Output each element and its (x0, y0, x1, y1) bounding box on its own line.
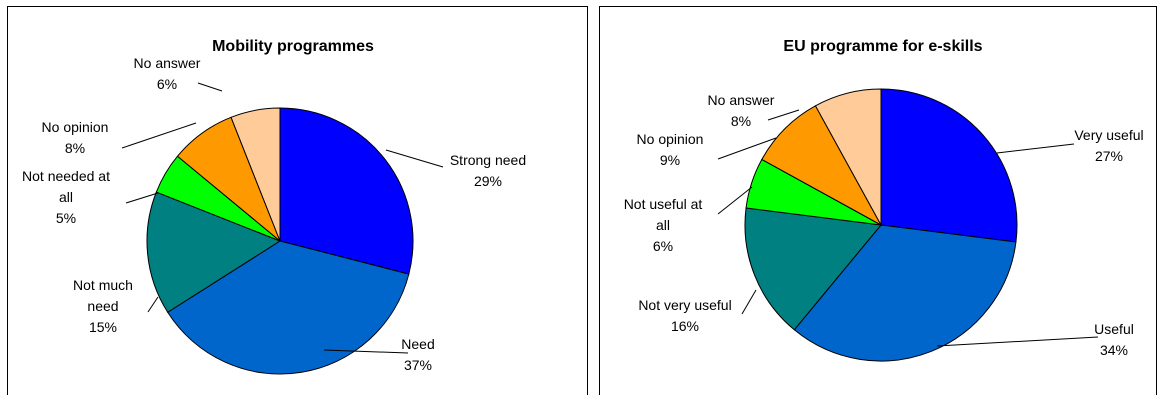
slice-label: No answer 8% (708, 92, 775, 129)
leader-line (741, 289, 757, 315)
leader-line (125, 192, 159, 204)
leader-line (717, 186, 753, 215)
slice-label: Not needed at all 5% (22, 168, 110, 226)
leader-line (996, 143, 1075, 154)
leader-line (147, 296, 159, 313)
leader-line (936, 336, 1099, 347)
pie-slice (279, 107, 414, 275)
pie-slice (880, 88, 1018, 243)
slice-label: No opinion 9% (637, 131, 704, 168)
slice-label: No answer 6% (134, 55, 201, 92)
leader-line (717, 137, 777, 160)
slice-label: Useful 34% (1094, 321, 1134, 358)
pie-slice (230, 107, 281, 242)
leader-line (385, 149, 444, 168)
leader-line (767, 109, 800, 121)
pie-slice (814, 88, 882, 226)
pie-chart-mobility: Mobility programmes Strong need 29% Need 37… (22, 38, 526, 375)
chart-panel-e-skills: EU programme for e-skills Very useful 27%… (599, 6, 1157, 395)
slice-label: No opinion 8% (42, 119, 109, 156)
slice-label: Not useful at all 6% (624, 196, 703, 254)
slice-label: Need 37% (401, 336, 434, 373)
pie-slice (744, 207, 882, 331)
pie-slice (146, 191, 282, 313)
slice-label: Strong need 29% (450, 152, 526, 189)
pie-chart-e-skills: EU programme for e-skills Very useful 27%… (624, 38, 1144, 362)
leader-line (197, 82, 223, 92)
chart-title: Mobility programmes (212, 38, 374, 55)
leader-line (323, 349, 409, 354)
slice-label: Very useful 27% (1074, 127, 1143, 164)
leader-line (121, 122, 197, 149)
chart-title: EU programme for e-skills (783, 38, 982, 55)
slice-label: Not very useful 16% (638, 297, 731, 334)
chart-panel-mobility: Mobility programmes Strong need 29% Need 37… (7, 6, 588, 395)
pie-slice (793, 224, 1017, 362)
slice-label: Not much need 15% (73, 277, 133, 335)
